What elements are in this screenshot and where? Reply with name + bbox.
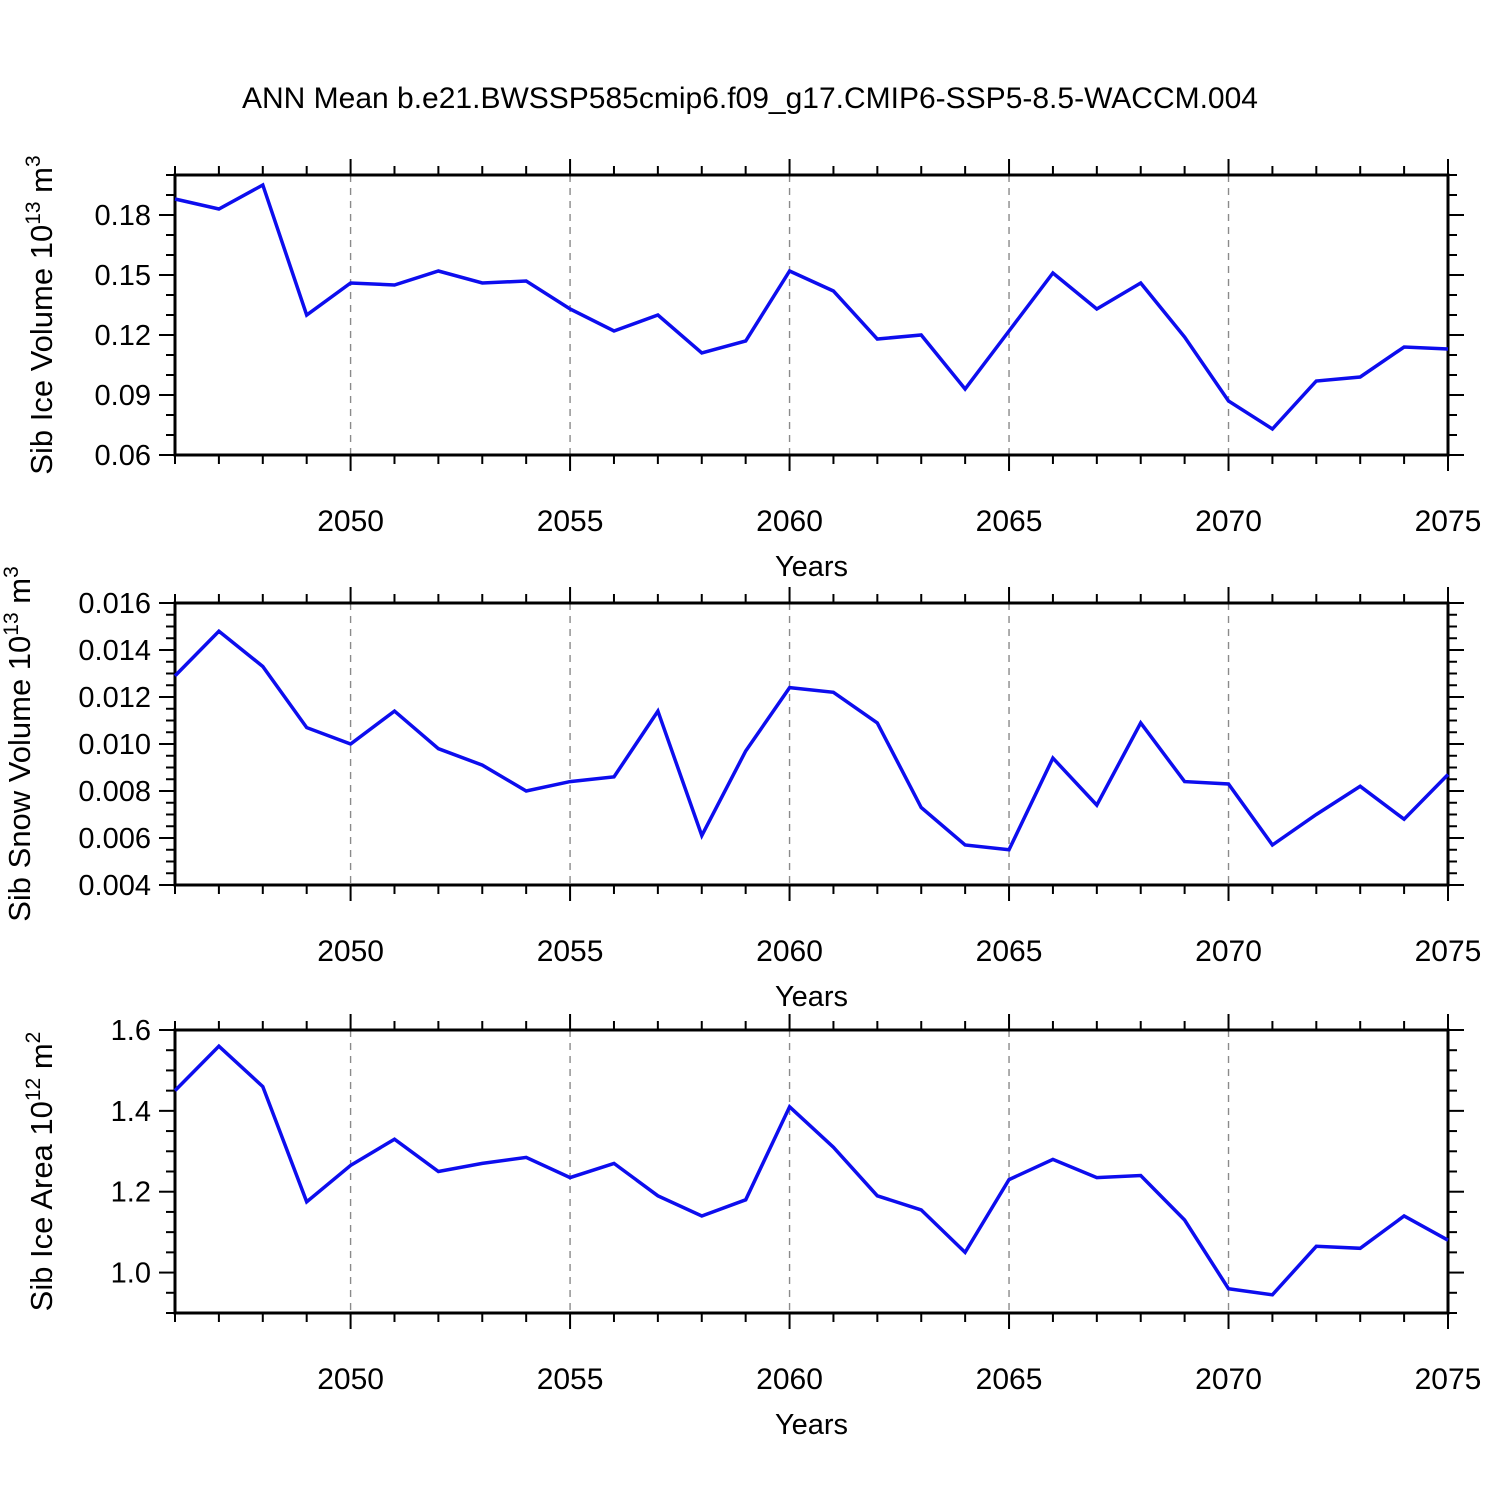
x-tick-label: 2055 bbox=[537, 1363, 604, 1396]
sib-ice-area-series-line bbox=[173, 1043, 1449, 1297]
x-axis-title: Years bbox=[775, 1409, 848, 1441]
x-tick-label: 2075 bbox=[1415, 1363, 1482, 1396]
x-tick-label: 2065 bbox=[976, 1363, 1043, 1396]
x-tick-label: 2070 bbox=[1195, 935, 1262, 968]
sib-ice-area-panel: 1.0 1.2 1.4 1.6 2050 2055 2060 2065 2070 2075 Year… bbox=[22, 1014, 1481, 1441]
plot-frame bbox=[173, 601, 1450, 887]
x-tick-label: 2065 bbox=[976, 935, 1043, 968]
y-tick-label: 1.4 bbox=[111, 1096, 151, 1128]
y-tick-label: 1.6 bbox=[111, 1015, 151, 1047]
x-axis-title: Years bbox=[775, 981, 848, 1013]
y-tick-label: 0.008 bbox=[78, 776, 151, 808]
x-tick-label: 2060 bbox=[756, 505, 823, 538]
y-tick-label: 0.016 bbox=[78, 588, 151, 620]
x-tick-label: 2055 bbox=[537, 935, 604, 968]
y-axis-title: Sib Snow Volume 1013 m3 bbox=[0, 566, 37, 922]
y-tick-label: 1.2 bbox=[111, 1177, 151, 1209]
sib-snow-volume-series-line bbox=[173, 628, 1450, 852]
x-tick-label: 2070 bbox=[1195, 1363, 1262, 1396]
plot-title: ANN Mean b.e21.BWSSP585cmip6.f09_g17.CMI… bbox=[241, 82, 1258, 115]
sib-ice-volume-series-line bbox=[174, 182, 1449, 432]
y-tick-label: 0.15 bbox=[95, 260, 151, 292]
sib-snow-volume-panel: 0.004 0.006 0.008 0.010 0.012 0.014 0.016 2050 2… bbox=[0, 566, 1481, 1013]
x-tick-label: 2060 bbox=[756, 935, 823, 968]
y-tick-label: 0.06 bbox=[95, 440, 151, 472]
x-tick-label: 2075 bbox=[1415, 935, 1482, 968]
y-tick-label: 1.0 bbox=[111, 1258, 151, 1290]
x-tick-label: 2060 bbox=[756, 1363, 823, 1396]
x-tick-label: 2070 bbox=[1195, 505, 1262, 538]
y-tick-label: 0.004 bbox=[78, 870, 151, 902]
x-tick-label: 2075 bbox=[1415, 505, 1482, 538]
y-tick-label: 0.09 bbox=[95, 380, 151, 412]
plot-frame bbox=[173, 173, 1450, 457]
x-tick-label: 2055 bbox=[537, 505, 604, 538]
y-axis-title: Sib Ice Volume 1013 m3 bbox=[22, 155, 59, 474]
sib-ice-volume-panel: 0.06 0.09 0.12 0.15 0.18 2050 2055 2060 2065 2070… bbox=[22, 155, 1481, 583]
x-tick-label: 2050 bbox=[317, 1363, 384, 1396]
x-axis-title: Years bbox=[775, 551, 848, 583]
x-tick-label: 2050 bbox=[317, 935, 384, 968]
plot-frame bbox=[173, 1028, 1450, 1315]
y-tick-label: 0.014 bbox=[78, 635, 151, 667]
y-axis-title: Sib Ice Area 1012 m2 bbox=[22, 1032, 59, 1312]
y-tick-label: 0.006 bbox=[78, 823, 151, 855]
x-tick-label: 2050 bbox=[317, 505, 384, 538]
x-tick-label: 2065 bbox=[976, 505, 1043, 538]
y-tick-label: 0.010 bbox=[78, 729, 151, 761]
y-tick-label: 0.18 bbox=[95, 200, 151, 232]
y-tick-label: 0.12 bbox=[95, 320, 151, 352]
y-tick-label: 0.012 bbox=[78, 682, 151, 714]
